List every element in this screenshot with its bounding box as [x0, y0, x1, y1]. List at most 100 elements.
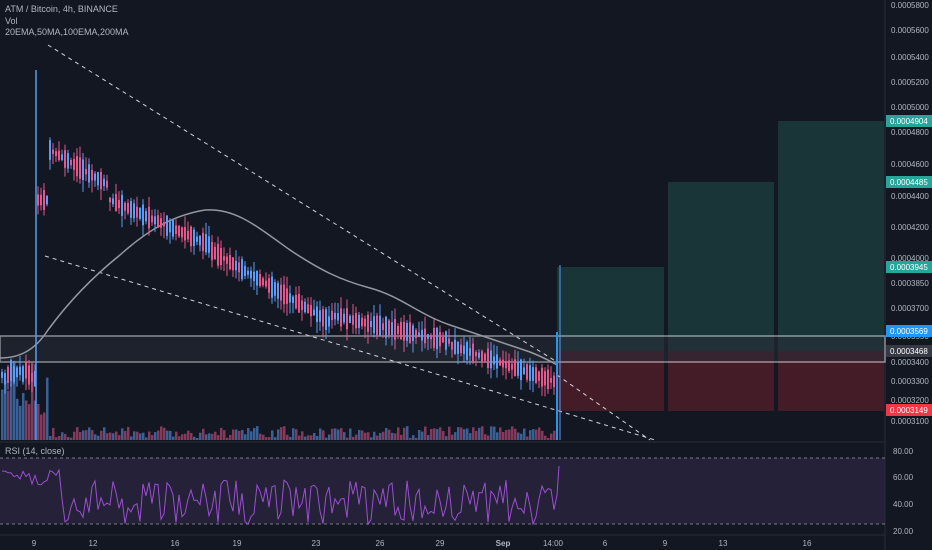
- rsi-pane: [0, 457, 885, 526]
- candle-body: [136, 206, 138, 218]
- candle-body: [532, 367, 534, 381]
- volume-bar: [370, 437, 373, 440]
- volume-bar: [193, 436, 196, 440]
- volume-bar: [265, 437, 268, 440]
- candle-body: [346, 308, 348, 330]
- wedge-upper-line[interactable]: [47, 44, 558, 363]
- volume-bar: [445, 436, 448, 440]
- candle-body: [496, 354, 498, 369]
- volume-bar: [466, 428, 469, 440]
- volume-bar: [298, 435, 301, 440]
- price-badge-label: 0.0003945: [890, 263, 928, 272]
- volume-bar: [76, 427, 79, 440]
- candle-body: [280, 284, 282, 301]
- volume-bar: [286, 434, 289, 440]
- volume-bar: [382, 431, 385, 440]
- volume-legend[interactable]: Vol: [5, 15, 18, 26]
- volume-bar: [241, 429, 244, 440]
- price-badges: 0.0004904 0.0004485 0.0003945 0.0003569 0.00…: [886, 115, 932, 416]
- candle-body: [157, 215, 159, 228]
- candle-body: [211, 242, 213, 261]
- volume-bar: [16, 398, 19, 440]
- candle-body: [145, 211, 147, 222]
- volume-bar: [415, 437, 418, 440]
- volume-bar: [472, 427, 475, 440]
- volume-bar: [238, 431, 241, 440]
- price-tick: 0.0004200: [891, 223, 929, 232]
- candle-body: [412, 325, 414, 341]
- volume-bar: [250, 431, 253, 440]
- volume-bar: [124, 430, 127, 440]
- volume-bar: [223, 430, 226, 440]
- wedge-lines[interactable]: [44, 44, 656, 441]
- volume-bar: [493, 426, 496, 440]
- candle-body: [202, 232, 204, 251]
- volume-bar: [400, 434, 403, 440]
- candle-body: [169, 221, 171, 233]
- volume-bar: [13, 360, 16, 440]
- candle-body: [115, 194, 117, 212]
- candle-body: [322, 309, 324, 327]
- volume-bar: [346, 437, 349, 440]
- volume-bar: [235, 429, 238, 440]
- candle-body: [460, 344, 462, 354]
- volume-bar: [64, 433, 67, 440]
- volume-bar: [340, 428, 343, 440]
- candle-body: [358, 314, 360, 328]
- candle-body: [442, 337, 444, 343]
- candle-body: [139, 208, 141, 219]
- candle-body: [229, 254, 231, 270]
- candle-body: [184, 227, 186, 241]
- volume-bar: [310, 435, 313, 440]
- volume-bar: [457, 427, 460, 440]
- volume-bar: [139, 433, 142, 440]
- candle-body: [151, 215, 153, 223]
- price-badge: [886, 345, 932, 357]
- rsi-legend[interactable]: RSI (14, close): [5, 446, 65, 456]
- wedge-extension-line[interactable]: [556, 374, 651, 441]
- volume-bar: [244, 434, 247, 440]
- candle-body: [331, 310, 333, 321]
- price-axis[interactable]: 0.0005800 0.0005600 0.0005400 0.0005200 0.00…: [891, 1, 929, 426]
- candle-body: [316, 306, 318, 322]
- time-axis[interactable]: 9 12 16 19 23 26 29 Sep 14:00 6 9 13 16: [32, 539, 812, 548]
- target-box-2: [668, 182, 774, 351]
- wedge-lower-line[interactable]: [44, 255, 656, 441]
- symbol-title[interactable]: ATM / Bitcoin, 4h, BINANCE: [5, 4, 118, 14]
- candle-body: [484, 353, 486, 361]
- price-badge: [886, 176, 932, 188]
- volume-bar: [100, 430, 103, 440]
- volume-bar: [505, 430, 508, 440]
- volume-bar: [283, 426, 286, 440]
- volume-bar: [1, 389, 4, 440]
- volume-bar: [130, 436, 133, 440]
- candle-body: [304, 301, 306, 313]
- ma-legend[interactable]: 20EMA,50MA,100EMA,200MA: [5, 27, 129, 37]
- volume-bar: [175, 431, 178, 440]
- time-tick: 14:00: [543, 539, 564, 548]
- price-badge-label: 0.0004485: [890, 178, 928, 187]
- volume-bar: [394, 433, 397, 440]
- volume-bar: [94, 434, 97, 440]
- price-tick: 0.0003300: [891, 377, 929, 386]
- candle-body: [118, 199, 120, 209]
- candle-body: [235, 260, 237, 271]
- volume-bar: [109, 432, 112, 440]
- candle-body: [148, 206, 150, 229]
- candle-body: [301, 300, 303, 310]
- candle-body: [244, 265, 246, 277]
- volume-bar: [385, 428, 388, 440]
- candle-body: [55, 151, 57, 157]
- rsi-tick: 80.00: [893, 447, 914, 456]
- volume-bar: [181, 434, 184, 440]
- candle-body: [223, 256, 225, 261]
- price-tick: 0.0004400: [891, 192, 929, 201]
- volume-bar: [262, 434, 265, 440]
- volume-bar: [481, 426, 484, 440]
- candle-body: [553, 375, 555, 388]
- volume-bar: [469, 433, 472, 440]
- volume-bar: [541, 430, 544, 440]
- volume-bar: [430, 428, 433, 440]
- volume-bar: [523, 428, 526, 440]
